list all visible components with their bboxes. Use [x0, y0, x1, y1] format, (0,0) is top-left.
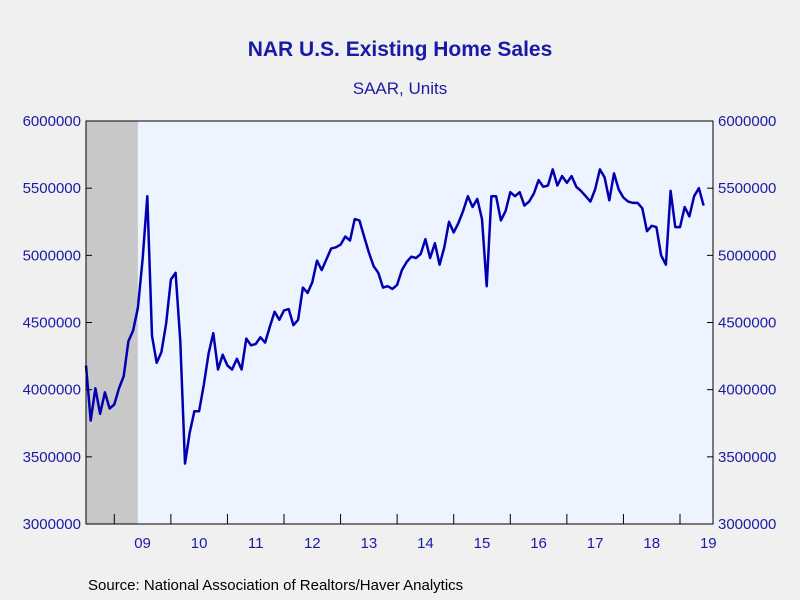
y-tick-label-left: 5000000 — [23, 247, 81, 264]
y-tick-label-right: 6000000 — [718, 113, 776, 130]
y-tick-label-left: 3000000 — [23, 516, 81, 533]
x-tick-label: 13 — [361, 535, 378, 552]
plot-frame — [85, 120, 714, 525]
x-tick-label: 10 — [191, 535, 208, 552]
axis-labels: 3000000 3000000 3500000 3500000 4000000 40000… — [23, 113, 777, 552]
source-note: Source: National Association of Realtors… — [88, 577, 464, 594]
x-tick-label: 17 — [587, 535, 604, 552]
chart-subtitle: SAAR, Units — [352, 79, 448, 98]
x-tick-label: 09 — [134, 535, 151, 552]
y-tick-label-right: 3000000 — [718, 516, 776, 533]
x-tick-label: 16 — [530, 535, 547, 552]
y-tick-label-right: 5500000 — [718, 180, 776, 197]
x-tick-label: 15 — [474, 535, 491, 552]
series-line-existing-home-sales — [84, 168, 705, 465]
x-tick-label: 14 — [417, 535, 434, 552]
x-tick-label: 11 — [248, 535, 264, 552]
x-tick-label: 18 — [643, 535, 660, 552]
y-tick-label-left: 4500000 — [23, 315, 81, 332]
y-tick-label-left: 6000000 — [23, 113, 81, 130]
y-tick-label-right: 5000000 — [718, 247, 776, 264]
y-tick-label-left: 5500000 — [23, 180, 81, 197]
y-tick-label-right: 4500000 — [718, 315, 776, 332]
recession-shading — [86, 121, 138, 524]
x-tick-label: 12 — [304, 535, 321, 552]
y-tick-label-right: 3500000 — [718, 449, 776, 466]
y-tick-label-right: 4000000 — [718, 382, 776, 399]
y-tick-label-left: 3500000 — [23, 449, 81, 466]
y-tick-label-left: 4000000 — [23, 382, 81, 399]
plot-background — [86, 121, 713, 524]
axis-ticks — [86, 120, 713, 525]
x-tick-label: 19 — [700, 535, 717, 552]
chart-title: NAR U.S. Existing Home Sales — [247, 38, 553, 61]
